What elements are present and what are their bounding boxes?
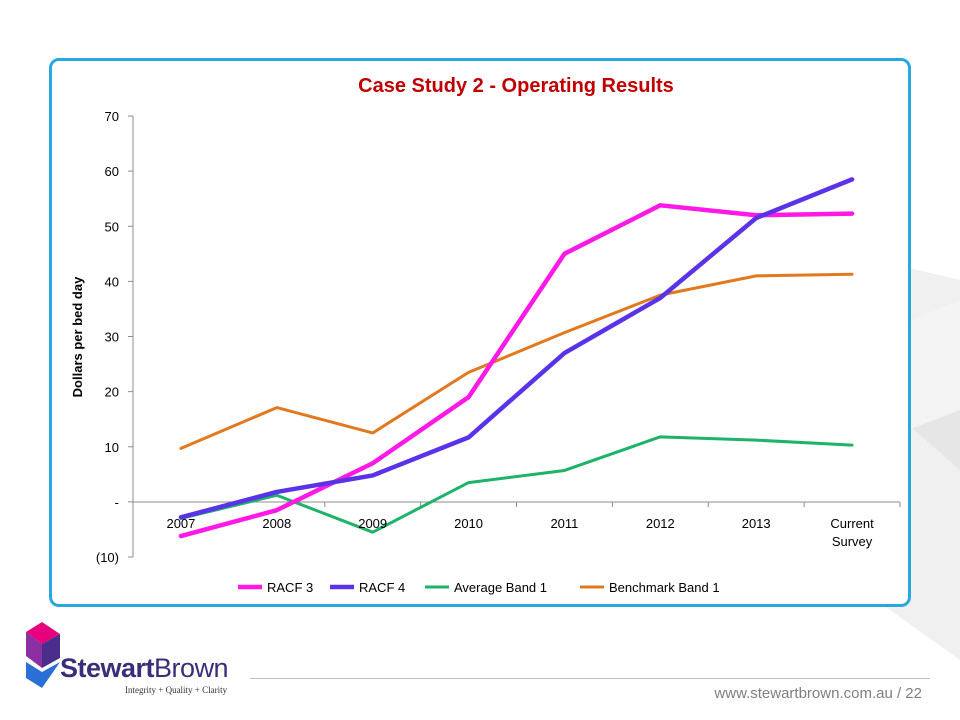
y-tick-labels: (10) - 10 20 30 40 50 60 70	[96, 109, 119, 565]
y-tick-label: 40	[105, 274, 119, 289]
y-axis-title: Dollars per bed day	[70, 276, 85, 397]
legend-label: RACF 3	[267, 580, 313, 595]
y-tick-label: 30	[105, 330, 119, 345]
x-tick-label: 2010	[454, 516, 483, 531]
footer-url[interactable]: www.stewartbrown.com.au / 22	[714, 685, 922, 702]
y-tick-label: 60	[105, 164, 119, 179]
legend-label: Average Band 1	[454, 580, 547, 595]
x-tick-label: Current Survey	[830, 516, 874, 549]
footer-divider	[250, 678, 930, 679]
legend-label: Benchmark Band 1	[609, 580, 720, 595]
logo-name-part1: Stewart	[60, 653, 155, 683]
x-tick-label: 2012	[646, 516, 675, 531]
y-tick-label: -	[115, 495, 119, 510]
x-tick-label: 2011	[550, 516, 578, 531]
y-tick-label: 50	[105, 219, 119, 234]
x-tick-label: 2013	[742, 516, 771, 531]
legend-label: RACF 4	[359, 580, 405, 595]
x-tick-label: 2009	[358, 516, 387, 531]
y-tick-label: 10	[105, 440, 119, 455]
series-line-benchmark-band-1	[179, 272, 854, 450]
y-tick-label: (10)	[96, 550, 119, 565]
stewartbrown-logo: StewartBrown Integrity + Quality + Clari…	[22, 622, 252, 702]
logo-mark-icon	[26, 622, 60, 688]
series-line-racf-4	[178, 177, 855, 520]
x-tick-labels: 2007 2008 2009 2010 2011 2012 2013 Current Surve…	[166, 516, 874, 549]
y-tick-label: 20	[105, 385, 119, 400]
logo-name-part2: Brown	[154, 653, 229, 683]
axes	[128, 115, 901, 558]
x-tick-label: 2007	[166, 516, 195, 531]
chart-title: Case Study 2 - Operating Results	[358, 75, 674, 97]
series-lines	[178, 177, 855, 539]
x-tick-label: 2008	[262, 516, 291, 531]
legend: RACF 3 RACF 4 Average Band 1 Benchmark Band…	[238, 580, 720, 595]
series-line-racf-3	[178, 203, 855, 539]
logo-wordmark: StewartBrown	[60, 653, 229, 684]
y-tick-label: 70	[105, 109, 119, 124]
logo-tagline: Integrity + Quality + Clarity	[125, 685, 228, 695]
